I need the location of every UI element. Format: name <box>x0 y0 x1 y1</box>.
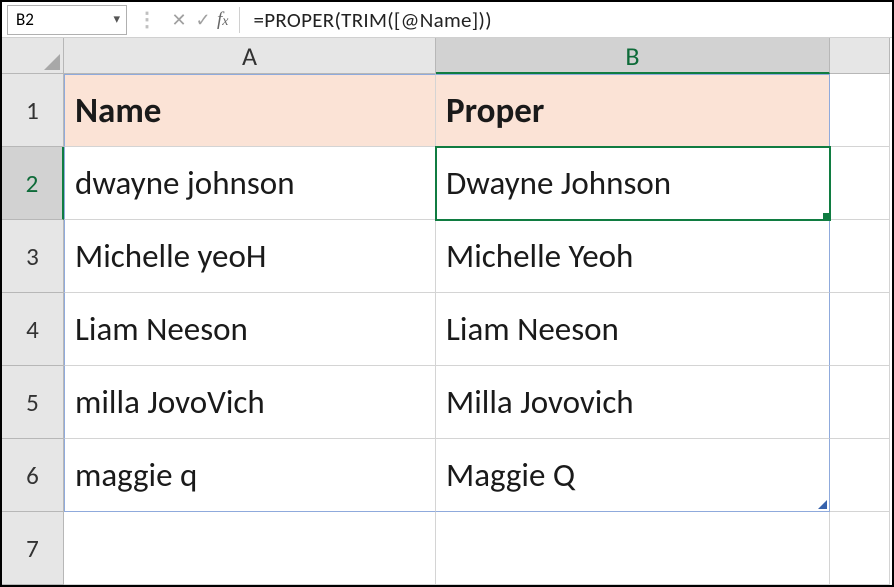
cell-a6[interactable]: maggie q <box>64 439 436 512</box>
row-header-3[interactable]: 3 <box>2 220 64 293</box>
name-box-value: B2 <box>16 9 34 30</box>
cancel-icon[interactable]: ✕ <box>167 9 191 31</box>
cell-c6[interactable] <box>830 439 890 512</box>
cell-b5[interactable]: Milla Jovovich <box>436 366 830 439</box>
cell-a1[interactable]: Name <box>64 74 436 147</box>
cell-c5[interactable] <box>830 366 890 439</box>
formula-bar: B2 ▾ ⋮ ✕ ✓ fx =PROPER(TRIM([@Name])) <box>2 2 892 38</box>
cell-c7[interactable] <box>830 512 890 585</box>
row-header-6[interactable]: 6 <box>2 439 64 512</box>
enter-icon[interactable]: ✓ <box>191 9 215 31</box>
cell-a7[interactable] <box>64 512 436 585</box>
cell-a5[interactable]: milla JovoVich <box>64 366 436 439</box>
col-header-c[interactable] <box>830 38 890 74</box>
row-header-5[interactable]: 5 <box>2 366 64 439</box>
cell-a4[interactable]: Liam Neeson <box>64 293 436 366</box>
cell-a2[interactable]: dwayne johnson <box>64 147 436 220</box>
cell-c1[interactable] <box>830 74 890 147</box>
col-header-a[interactable]: A <box>64 38 436 74</box>
cell-b6[interactable]: Maggie Q <box>436 439 830 512</box>
divider: ⋮ <box>127 7 167 32</box>
cell-c3[interactable] <box>830 220 890 293</box>
cell-b4[interactable]: Liam Neeson <box>436 293 830 366</box>
row-header-7[interactable]: 7 <box>2 512 64 585</box>
chevron-down-icon[interactable]: ▾ <box>113 12 120 27</box>
spreadsheet-grid: A B 1 Name Proper 2 dwayne johnson Dwayn… <box>2 38 892 585</box>
row-header-1[interactable]: 1 <box>2 74 64 147</box>
cell-b2[interactable]: Dwayne Johnson <box>436 147 830 220</box>
cell-b1[interactable]: Proper <box>436 74 830 147</box>
row-header-2[interactable]: 2 <box>2 147 64 220</box>
divider <box>239 7 240 33</box>
cell-c2[interactable] <box>830 147 890 220</box>
formula-input[interactable]: =PROPER(TRIM([@Name])) <box>244 7 893 33</box>
cell-a3[interactable]: Michelle yeoH <box>64 220 436 293</box>
name-box[interactable]: B2 ▾ <box>7 5 127 35</box>
cell-b3[interactable]: Michelle Yeoh <box>436 220 830 293</box>
cell-b7[interactable] <box>436 512 830 585</box>
row-header-4[interactable]: 4 <box>2 293 64 366</box>
col-header-b[interactable]: B <box>436 38 830 74</box>
fx-icon[interactable]: fx <box>215 9 235 31</box>
table-resize-handle-icon[interactable] <box>818 500 827 509</box>
cell-c4[interactable] <box>830 293 890 366</box>
select-all-corner[interactable] <box>2 38 64 74</box>
